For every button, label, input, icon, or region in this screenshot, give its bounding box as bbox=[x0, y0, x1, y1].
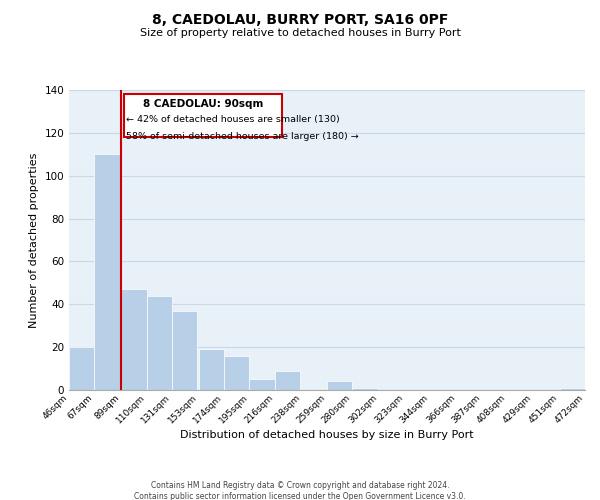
Text: 8, CAEDOLAU, BURRY PORT, SA16 0PF: 8, CAEDOLAU, BURRY PORT, SA16 0PF bbox=[152, 12, 448, 26]
Text: Size of property relative to detached houses in Burry Port: Size of property relative to detached ho… bbox=[140, 28, 460, 38]
Bar bbox=[352, 388, 378, 390]
Text: Contains public sector information licensed under the Open Government Licence v3: Contains public sector information licen… bbox=[134, 492, 466, 500]
Bar bbox=[275, 370, 301, 390]
Bar bbox=[250, 380, 275, 390]
Bar bbox=[560, 388, 585, 390]
FancyBboxPatch shape bbox=[124, 94, 282, 137]
Y-axis label: Number of detached properties: Number of detached properties bbox=[29, 152, 39, 328]
Text: Contains HM Land Registry data © Crown copyright and database right 2024.: Contains HM Land Registry data © Crown c… bbox=[151, 481, 449, 490]
Text: 8 CAEDOLAU: 90sqm: 8 CAEDOLAU: 90sqm bbox=[143, 98, 263, 108]
X-axis label: Distribution of detached houses by size in Burry Port: Distribution of detached houses by size … bbox=[180, 430, 474, 440]
Bar bbox=[94, 154, 120, 390]
Bar bbox=[199, 350, 224, 390]
Bar bbox=[146, 296, 172, 390]
Bar bbox=[172, 310, 197, 390]
Bar bbox=[121, 290, 146, 390]
Bar bbox=[224, 356, 250, 390]
Bar bbox=[69, 347, 94, 390]
Text: ← 42% of detached houses are smaller (130): ← 42% of detached houses are smaller (13… bbox=[126, 114, 340, 124]
Text: 58% of semi-detached houses are larger (180) →: 58% of semi-detached houses are larger (… bbox=[126, 132, 359, 141]
Bar bbox=[327, 382, 352, 390]
